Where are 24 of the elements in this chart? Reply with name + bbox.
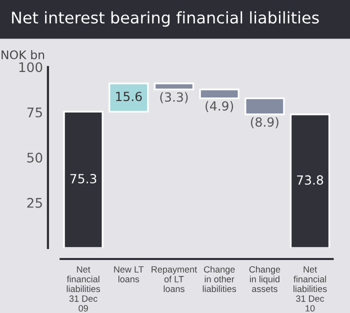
bar	[290, 114, 330, 248]
y-tick-label: 25	[27, 198, 42, 208]
y-axis-title: NOK bn	[2, 50, 44, 60]
x-tick-label: Net financial liabilities 31 Dec 10	[294, 266, 327, 312]
x-tick-label: Change in liquid assets	[249, 266, 280, 292]
bar	[244, 97, 285, 116]
bar	[63, 110, 104, 248]
x-tick-label: Repayment of LT loans	[152, 266, 198, 292]
data-label: 73.8	[297, 175, 324, 185]
data-label: (4.9)	[206, 101, 234, 112]
x-tick-label: Net financial liabilities 31 Dec 09	[66, 266, 100, 312]
bar	[154, 82, 194, 90]
y-tick-label: 50	[27, 152, 42, 163]
data-label: (3.3)	[160, 92, 188, 104]
bar	[199, 88, 240, 100]
data-label: 15.6	[116, 92, 142, 102]
chart-title: Net interest bearing financial liabilities	[12, 11, 319, 27]
data-label: 75.3	[70, 174, 96, 184]
y-tick-label: 75	[27, 108, 42, 118]
data-label: (8.9)	[250, 117, 278, 128]
y-tick-label: 100	[19, 62, 42, 72]
x-tick-label: Change in other liabilities	[202, 266, 236, 292]
x-tick-label: New LT loans	[114, 266, 144, 282]
bar	[108, 82, 149, 113]
